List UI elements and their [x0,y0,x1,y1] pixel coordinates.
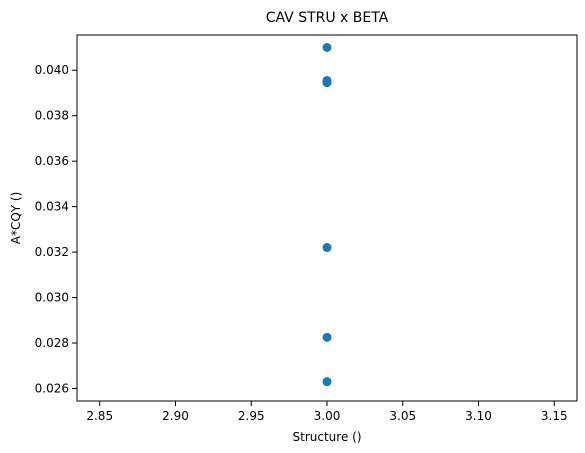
x-tick-label: 3.00 [314,409,341,423]
x-tick-label: 3.05 [389,409,416,423]
chart-title: CAV STRU x BETA [266,10,389,26]
x-tick-label: 2.95 [238,409,265,423]
scatter-point [322,377,332,387]
scatter-point [322,78,332,88]
x-tick-label: 2.85 [86,409,113,423]
y-tick-label: 0.034 [35,200,69,214]
y-tick-label: 0.026 [35,381,69,395]
x-tick-label: 2.90 [162,409,189,423]
y-tick-label: 0.036 [35,154,69,168]
axis-ticks: 2.85 2.90 2.95 3.00 3.05 3.10 3.15 0.026 0.028 0.… [35,63,568,423]
scatter-point [322,243,332,253]
y-tick-label: 0.038 [35,109,69,123]
scatter-point [322,332,332,342]
y-tick-label: 0.030 [35,291,69,305]
y-tick-label: 0.032 [35,245,69,259]
plot-frame [76,34,578,402]
y-tick-label: 0.040 [35,63,69,77]
x-tick-label: 3.10 [465,409,492,423]
data-points [322,43,332,387]
x-axis-label: Structure () [293,430,362,444]
y-tick-label: 0.028 [35,336,69,350]
y-axis-label: A*CQY () [9,192,23,245]
scatter-point [322,43,332,53]
x-tick-label: 3.15 [541,409,568,423]
